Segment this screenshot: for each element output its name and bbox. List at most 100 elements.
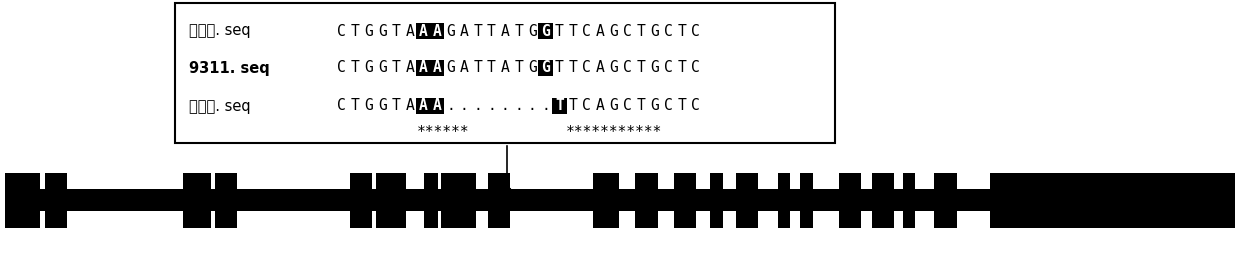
Text: A: A: [433, 99, 441, 114]
Bar: [376, 172, 405, 228]
Text: A: A: [460, 24, 469, 39]
Text: C: C: [663, 99, 672, 114]
Text: A: A: [405, 99, 414, 114]
Text: G: G: [609, 99, 619, 114]
Text: A: A: [419, 24, 428, 39]
Bar: [5, 189, 1235, 211]
Bar: [424, 172, 438, 228]
Text: C: C: [583, 24, 591, 39]
Text: C: C: [691, 24, 699, 39]
Text: T: T: [351, 99, 360, 114]
Text: T: T: [351, 24, 360, 39]
Text: C: C: [583, 60, 591, 75]
Text: A: A: [501, 24, 510, 39]
Text: C: C: [663, 24, 672, 39]
Bar: [552, 99, 567, 114]
Bar: [593, 172, 619, 228]
Text: T: T: [569, 60, 578, 75]
Text: A: A: [419, 60, 428, 75]
Text: C: C: [583, 99, 591, 114]
Text: T: T: [392, 99, 401, 114]
Bar: [175, 3, 835, 143]
Bar: [903, 172, 915, 228]
Bar: [538, 60, 553, 75]
Text: T: T: [474, 24, 482, 39]
Text: T: T: [677, 99, 686, 114]
Text: A: A: [405, 60, 414, 75]
Text: 9311. seq: 9311. seq: [188, 60, 270, 75]
Text: A: A: [419, 99, 428, 114]
Text: T: T: [569, 24, 578, 39]
Bar: [538, 23, 553, 39]
Text: .: .: [542, 99, 551, 114]
Text: .: .: [474, 99, 482, 114]
Text: 日本晴. seq: 日本晴. seq: [188, 24, 250, 39]
Text: G: G: [446, 24, 455, 39]
Bar: [839, 172, 861, 228]
Bar: [711, 172, 723, 228]
Text: .: .: [501, 99, 510, 114]
Bar: [184, 172, 211, 228]
Text: C: C: [622, 99, 631, 114]
Text: ******: ******: [417, 125, 469, 140]
Text: T: T: [677, 24, 686, 39]
Text: C: C: [691, 99, 699, 114]
Text: .: .: [460, 99, 469, 114]
Text: C: C: [691, 60, 699, 75]
Text: G: G: [542, 60, 551, 75]
Text: G: G: [365, 99, 373, 114]
Text: T: T: [474, 60, 482, 75]
Bar: [429, 23, 444, 39]
Bar: [872, 172, 894, 228]
Text: G: G: [528, 60, 537, 75]
Text: C: C: [622, 24, 631, 39]
Text: T: T: [351, 60, 360, 75]
Text: G: G: [365, 60, 373, 75]
Text: T: T: [636, 99, 645, 114]
Bar: [990, 172, 1235, 228]
Text: A: A: [433, 60, 441, 75]
Bar: [675, 172, 696, 228]
Text: G: G: [378, 60, 387, 75]
Text: T: T: [569, 99, 578, 114]
Text: G: G: [650, 60, 658, 75]
Text: T: T: [515, 60, 523, 75]
Text: G: G: [650, 99, 658, 114]
Text: C: C: [337, 99, 346, 114]
Text: G: G: [446, 60, 455, 75]
Bar: [635, 172, 658, 228]
Text: T: T: [487, 60, 496, 75]
Text: A: A: [596, 24, 605, 39]
Bar: [934, 172, 957, 228]
Text: G: G: [542, 24, 551, 39]
Text: T: T: [556, 60, 564, 75]
Text: 玉针香. seq: 玉针香. seq: [188, 99, 250, 114]
Text: T: T: [487, 24, 496, 39]
Text: C: C: [663, 60, 672, 75]
Bar: [350, 172, 372, 228]
Bar: [441, 172, 476, 228]
Text: .: .: [446, 99, 455, 114]
Text: C: C: [622, 60, 631, 75]
Text: G: G: [609, 24, 619, 39]
Text: G: G: [378, 24, 387, 39]
Text: A: A: [460, 60, 469, 75]
Text: .: .: [515, 99, 523, 114]
Bar: [737, 172, 758, 228]
Text: T: T: [392, 24, 401, 39]
Bar: [777, 172, 790, 228]
Text: G: G: [378, 99, 387, 114]
Text: A: A: [596, 60, 605, 75]
Bar: [800, 172, 813, 228]
Text: T: T: [636, 60, 645, 75]
Bar: [415, 99, 430, 114]
Bar: [215, 172, 237, 228]
Bar: [429, 60, 444, 75]
Bar: [415, 23, 430, 39]
Bar: [429, 99, 444, 114]
Bar: [489, 172, 510, 228]
Text: G: G: [609, 60, 619, 75]
Text: A: A: [501, 60, 510, 75]
Text: .: .: [487, 99, 496, 114]
Bar: [5, 172, 40, 228]
